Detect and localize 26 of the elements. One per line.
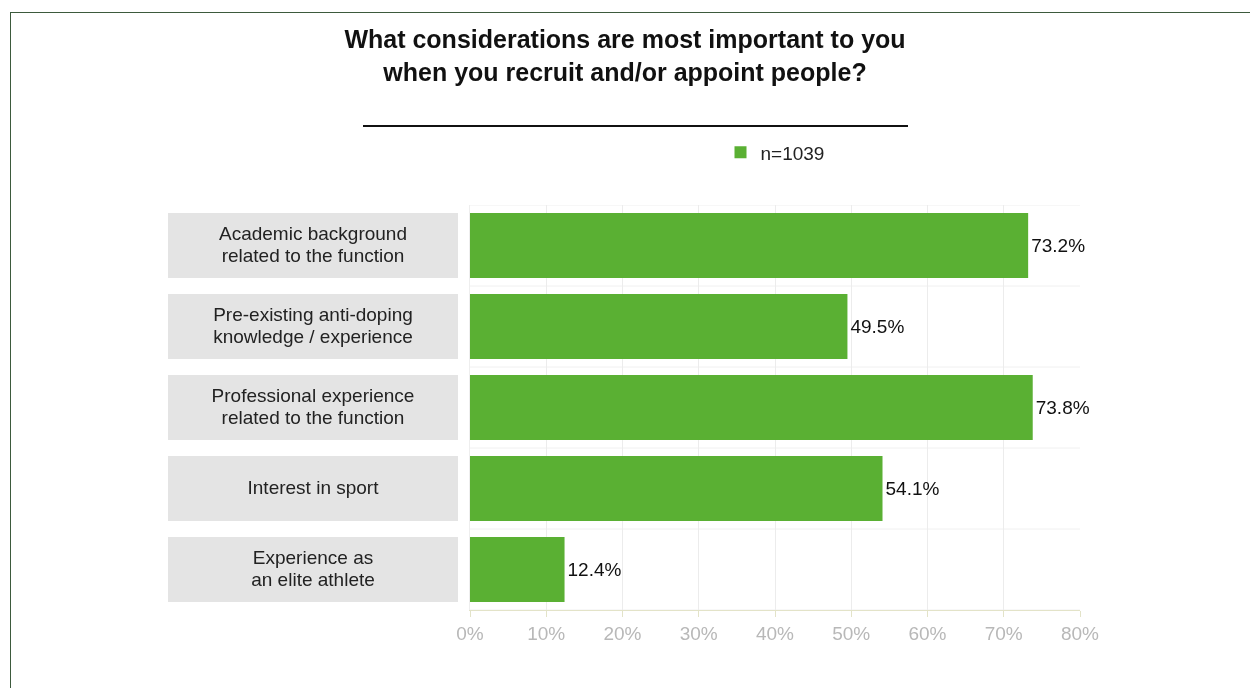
bar [470,537,565,602]
x-tick-label: 70% [984,622,1023,644]
y-tick-label: Professional experience related to the function [168,375,458,440]
x-tick-label: 40% [755,622,795,644]
x-tick-label: 50% [832,622,871,644]
x-tick-label: 0% [456,622,484,644]
x-tick-label: 30% [679,622,718,644]
bar [470,375,1033,440]
legend-label: n=1039 [760,142,825,164]
data-label: 12.4% [567,559,622,580]
data-label: 54.1% [885,478,940,499]
bar [470,294,848,359]
y-tick-label: Academic background related to the function [168,213,458,278]
y-tick-label: Interest in sport [168,456,458,521]
bar [470,456,883,521]
x-tick-label: 80% [1060,622,1100,644]
data-label: 73.2% [1031,235,1086,256]
data-label: 49.5% [850,316,905,337]
y-tick-label: Pre-existing anti-doping knowledge / experience [168,294,458,359]
data-label: 73.8% [1035,397,1090,418]
chart-title: What considerations are most important to you when you recruit and/or appoint people? [344,25,906,86]
x-tick-label: 20% [603,622,642,644]
y-tick-label: Experience as an elite athlete [168,537,458,602]
bar [470,213,1029,278]
x-tick-label: 10% [527,622,566,644]
x-tick-label: 60% [908,622,947,644]
